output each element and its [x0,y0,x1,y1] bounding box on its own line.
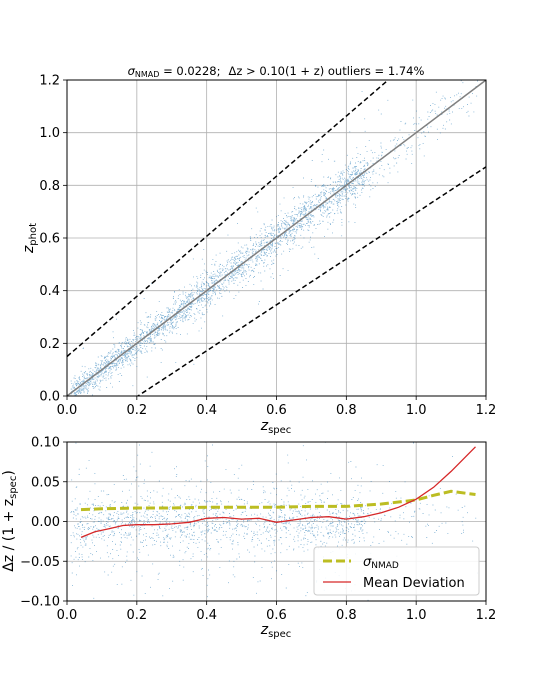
top-line-outlier-upper [67,80,389,358]
bottom-y-tick-label: −0.10 [20,595,60,610]
legend-label-mean-deviation: Mean Deviation [363,576,465,591]
bottom-y-tick-label: 0.00 [31,515,60,530]
series-line-mean-deviation [80,446,476,539]
top-x-tick-label: 0.2 [126,403,147,418]
top-y-tick-label: 0.2 [39,337,60,352]
bottom-x-tick-label: 0.8 [336,608,357,623]
top-x-tick-label: 0.0 [57,403,78,418]
top-x-tick-label: 0.8 [336,403,357,418]
top-scatter-cloud [70,80,478,396]
top-y-tick-label: 0.6 [39,232,60,247]
top-x-tick-label: 1.0 [406,403,427,418]
bottom-y-tick-label: 0.10 [31,436,60,451]
series-line-sigma-nmad [80,489,476,512]
top-y-tick-label: 0.8 [39,179,60,194]
top-y-tick-label: 0.4 [39,284,60,299]
legend-label-sigma: σNMAD [363,555,399,571]
legend: σNMAD Mean Deviation [313,546,480,596]
bottom-x-tick-label: 0.4 [196,608,217,623]
top-x-tick-label: 0.4 [196,403,217,418]
top-y-tick-label: 0.0 [39,390,60,405]
chart-title: σNMAD = 0.0228; Δz > 0.10(1 + z) outliers… [128,64,425,79]
top-y-axis-label: zphot [21,223,39,254]
top-x-axis-label: zspec [260,418,292,436]
top-y-tick-label: 1.2 [39,74,60,89]
legend-box [313,546,480,596]
bottom-y-axis-label: Δz / (1 + zspec) [1,470,19,572]
bottom-x-tick-label: 0.6 [266,608,287,623]
bottom-y-tick-label: 0.05 [31,475,60,490]
top-x-tick-label: 0.6 [266,403,287,418]
top-x-tick-label: 1.2 [476,403,497,418]
top-line-outlier-lower [136,166,486,396]
top-ticks: 0.0 0.2 0.4 0.6 0.8 1.0 1.2 0.0 0.2 0.4 0.6 0.8 1.0 1… [39,74,496,419]
bottom-x-tick-label: 1.2 [476,608,497,623]
bottom-x-axis-label: zspec [260,622,292,640]
bottom-series-lines [80,446,476,539]
bottom-y-tick-label: −0.05 [20,555,60,570]
bottom-x-tick-label: 0.2 [126,608,147,623]
bottom-panel: 0.0 0.2 0.4 0.6 0.8 1.0 1.2 −0.10 −0.05 0.00 0.05 0… [1,436,496,641]
top-panel: 0.0 0.2 0.4 0.6 0.8 1.0 1.2 0.0 0.2 0.4 0.6 0.8 1.0 1… [21,74,496,437]
top-y-tick-label: 1.0 [39,126,60,141]
bottom-x-tick-label: 0.0 [57,608,78,623]
bottom-ticks: 0.0 0.2 0.4 0.6 0.8 1.0 1.2 −0.10 −0.05 0.00 0.05 0… [20,436,496,624]
bottom-x-tick-label: 1.0 [406,608,427,623]
top-reference-lines [67,80,486,396]
top-line-one-to-one [67,80,486,396]
top-scatter-points [70,80,478,396]
